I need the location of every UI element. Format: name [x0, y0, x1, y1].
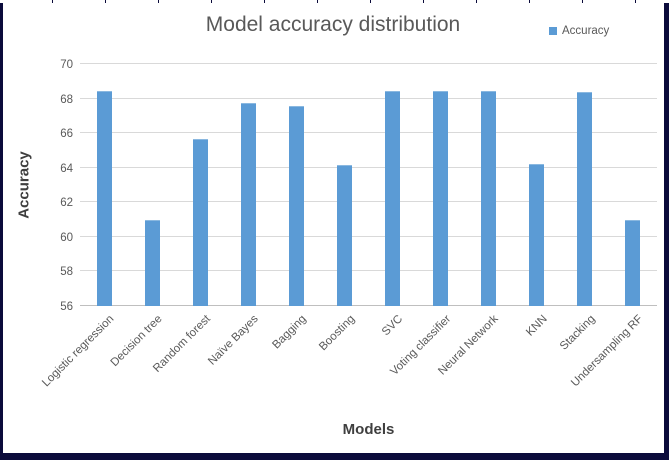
bar-random-forest[interactable]: [192, 139, 208, 306]
bar-na-ve-bayes[interactable]: [240, 102, 256, 306]
x-tick-label: Stacking: [557, 313, 598, 353]
gridline: [80, 201, 657, 203]
x-tick-label: KNN: [523, 313, 550, 339]
gridline: [80, 270, 657, 272]
x-tick-label: Naïve Bayes: [206, 313, 261, 368]
y-tick-label: 70: [60, 59, 73, 71]
chart-title: Model accuracy distribution: [205, 13, 461, 36]
plot-area: [80, 63, 657, 306]
bar-stacking[interactable]: [577, 92, 593, 306]
gridline: [80, 132, 657, 134]
x-tick-label: Bagging: [270, 313, 309, 352]
gridline: [80, 235, 657, 237]
gridline: [80, 166, 657, 168]
bar-undersampling-rf[interactable]: [625, 220, 641, 306]
x-axis-line: [80, 305, 657, 306]
legend[interactable]: Accuracy: [549, 24, 609, 38]
x-axis-title: Models: [342, 421, 395, 438]
x-axis-labels: Logistic regression Decision tree Random f…: [40, 306, 657, 418]
bar-logistic-regression[interactable]: [96, 90, 112, 306]
y-tick-label: 60: [60, 231, 73, 244]
chart-canvas[interactable]: Model accuracy distribution Accuracy Acc…: [3, 3, 664, 453]
bar-svc[interactable]: [385, 90, 401, 306]
bar-neural-network[interactable]: [481, 90, 497, 306]
bar-decision-tree[interactable]: [144, 220, 160, 306]
bar-knn[interactable]: [529, 164, 545, 306]
spreadsheet-row-edge: [0, 0, 669, 3]
y-axis-tick-labels: 56 58 60 62 64 66 68 70: [3, 59, 73, 313]
legend-label: Accuracy: [562, 25, 610, 37]
gridline: [80, 63, 657, 64]
bar-voting-classifier[interactable]: [433, 90, 449, 306]
y-tick-label: 66: [60, 128, 73, 141]
gridline: [80, 97, 657, 99]
bar-boosting[interactable]: [336, 165, 352, 306]
x-tick-label: SVC: [379, 313, 406, 339]
x-tick-label: Boosting: [316, 313, 357, 354]
y-tick-label: 68: [60, 93, 73, 106]
y-tick-label: 56: [60, 301, 73, 313]
legend-swatch-icon: [549, 27, 557, 35]
x-tick-label: Logistic regression: [40, 313, 117, 390]
y-tick-label: 58: [60, 266, 73, 279]
bar-bagging[interactable]: [288, 106, 304, 306]
y-tick-label: 62: [60, 197, 73, 210]
y-tick-label: 64: [60, 162, 73, 175]
